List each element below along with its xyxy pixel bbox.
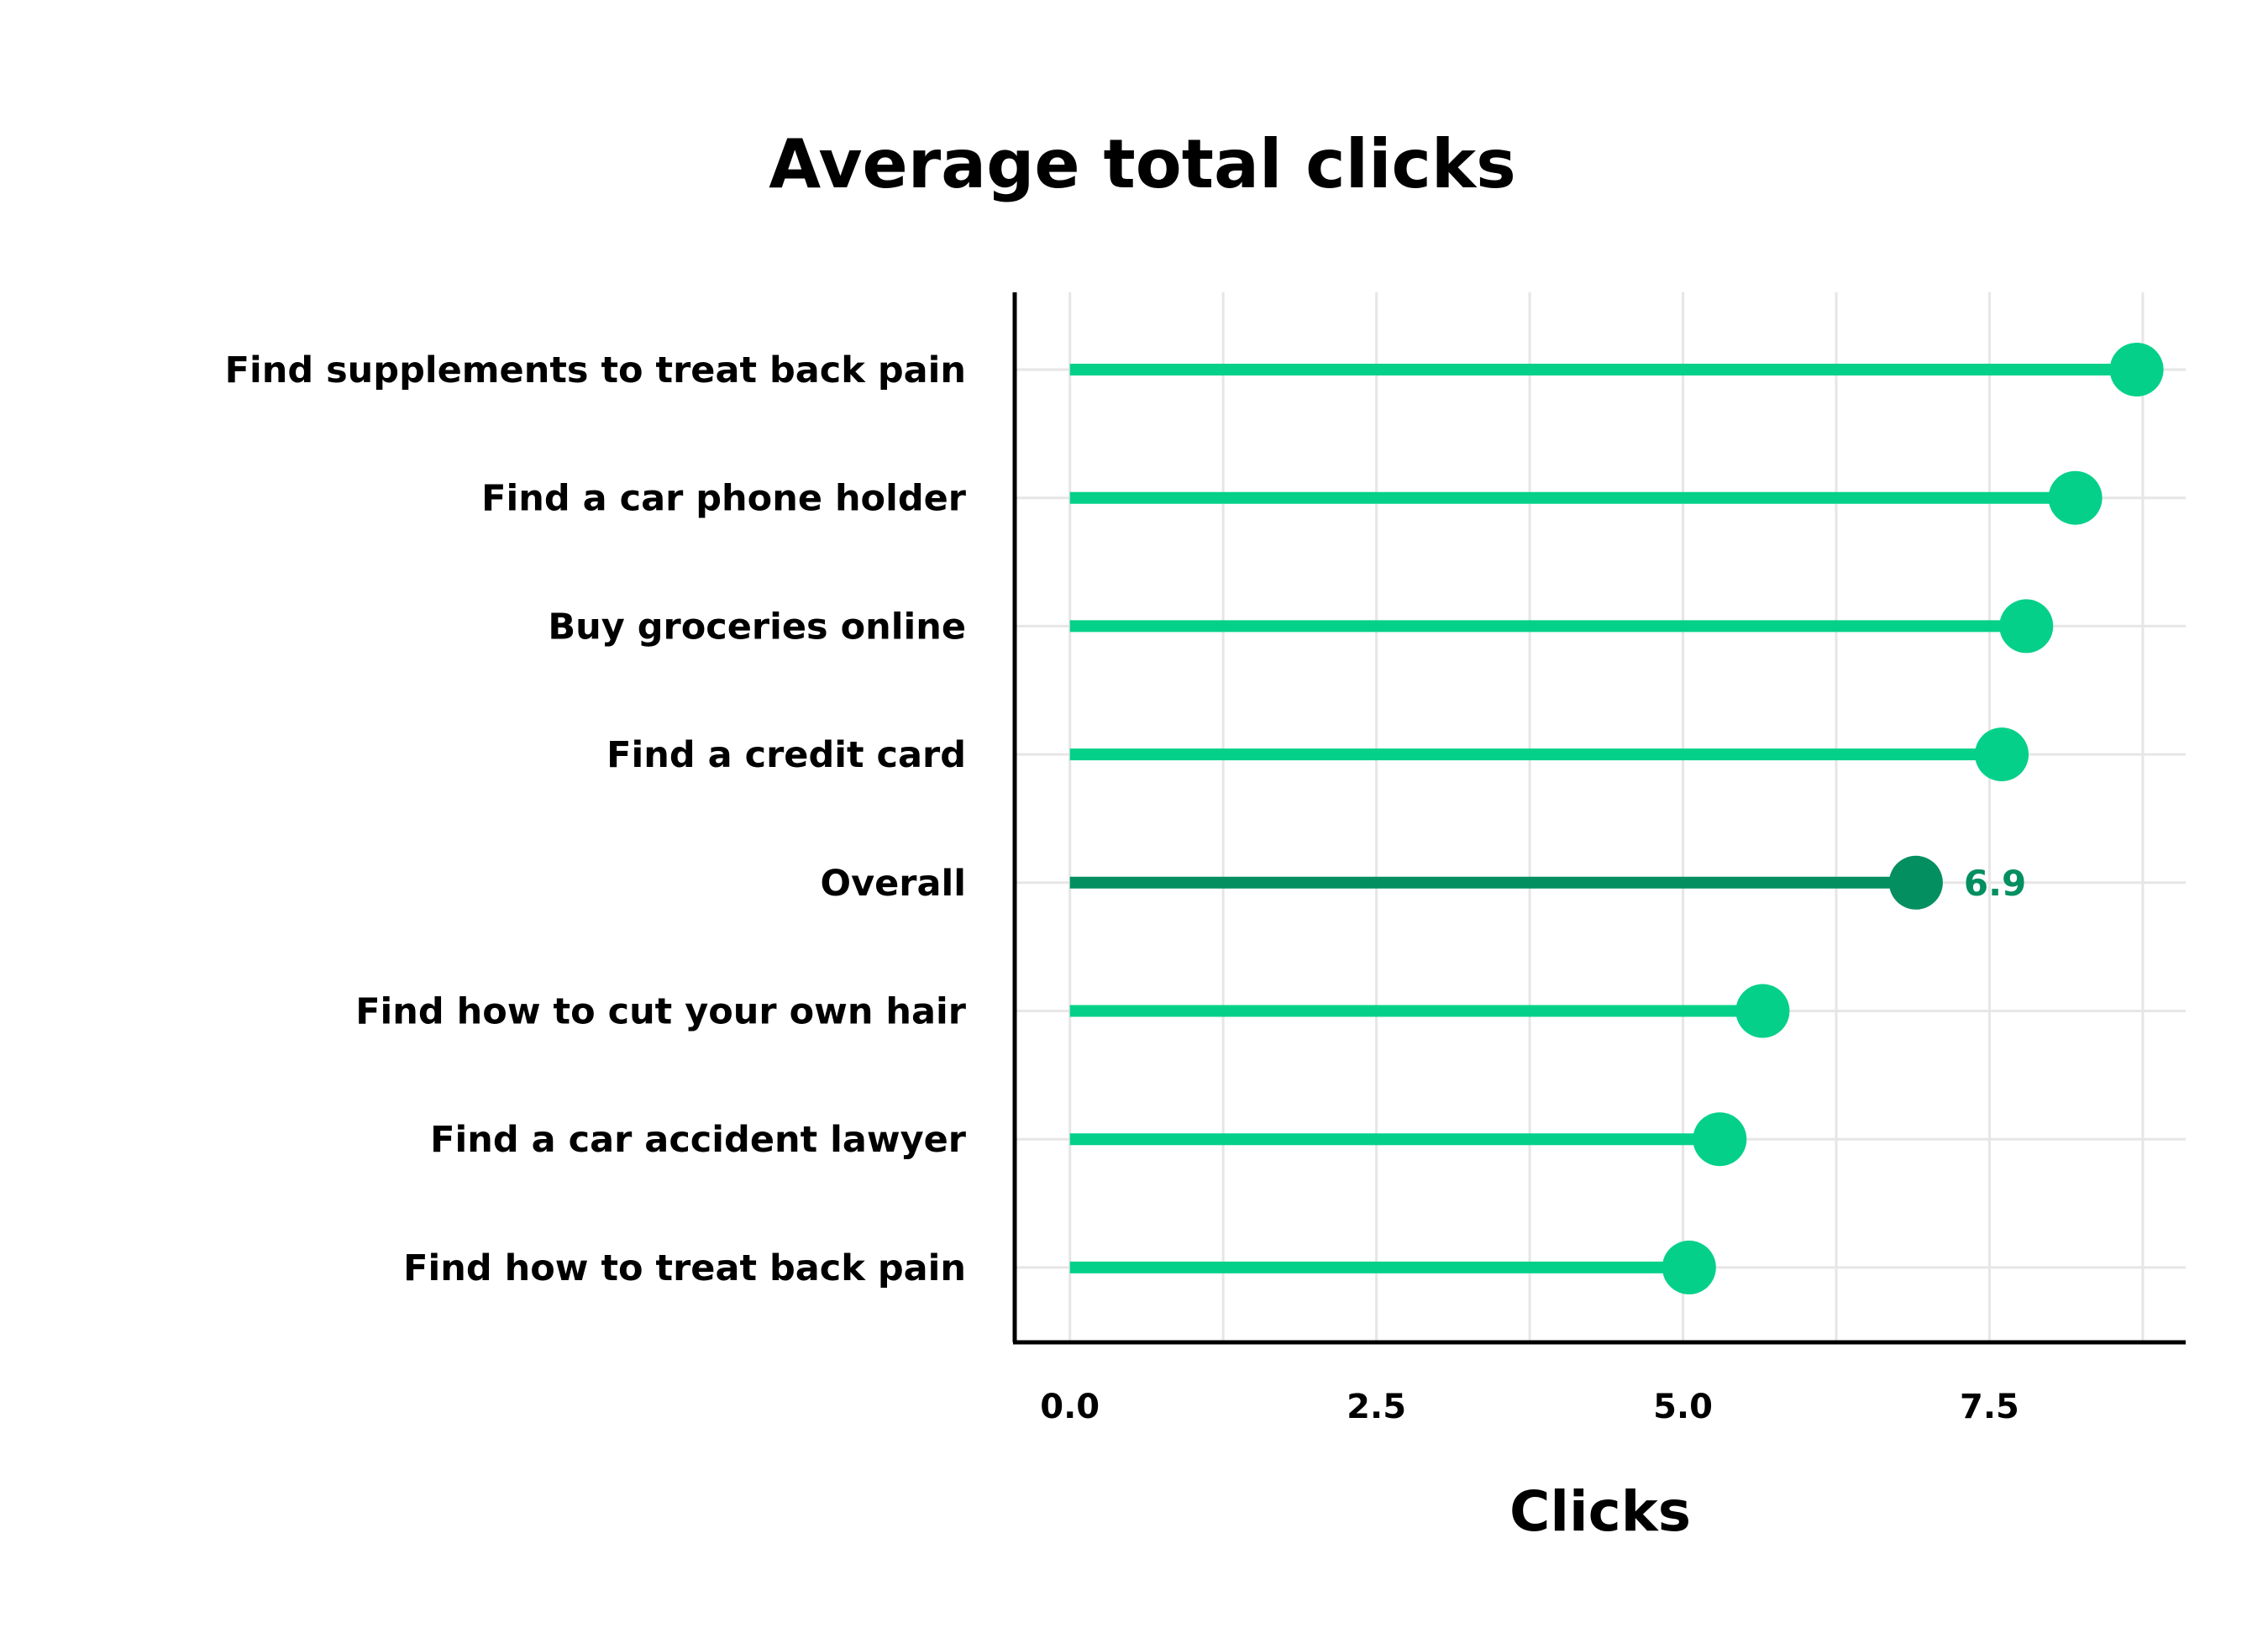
lollipop-dot [2109, 343, 2164, 396]
category-label: Find a credit card [606, 734, 966, 776]
category-labels: Find supplements to treat back pain Find … [225, 349, 967, 1289]
x-tick-labels: 0.0 2.5 5.0 7.5 [1040, 1388, 2019, 1426]
grid-lines [1015, 292, 2186, 1342]
category-label: Buy groceries online [548, 606, 966, 648]
lollipop-dot [1975, 727, 2029, 782]
category-label: Find a car accident lawyer [430, 1119, 967, 1161]
lollipop-dot [1888, 855, 1943, 910]
lollipop-dot [1662, 1240, 1716, 1294]
category-label: Find a car phone holder [481, 478, 967, 520]
lollipop-dot [2048, 470, 2103, 525]
chart-title: Average total clicks [769, 125, 1516, 203]
lollipop-dot [1693, 1112, 1747, 1167]
x-axis-title: Clicks [1509, 1479, 1691, 1544]
value-label: 6.9 [1964, 863, 2026, 904]
lollipop-dot [1999, 599, 2054, 654]
lollipop-marks: 6.9 [1069, 343, 2164, 1294]
x-tick-label: 0.0 [1040, 1388, 1100, 1426]
x-tick-label: 7.5 [1960, 1388, 2019, 1426]
x-tick-label: 2.5 [1347, 1388, 1406, 1426]
category-label: Find how to cut your own hair [355, 991, 967, 1033]
x-tick-label: 5.0 [1653, 1388, 1713, 1426]
lollipop-dot [1735, 984, 1790, 1038]
category-label: Overall [821, 863, 966, 905]
category-label: Find how to treat back pain [403, 1247, 966, 1289]
category-label: Find supplements to treat back pain [225, 349, 966, 391]
axes [1012, 292, 2186, 1345]
